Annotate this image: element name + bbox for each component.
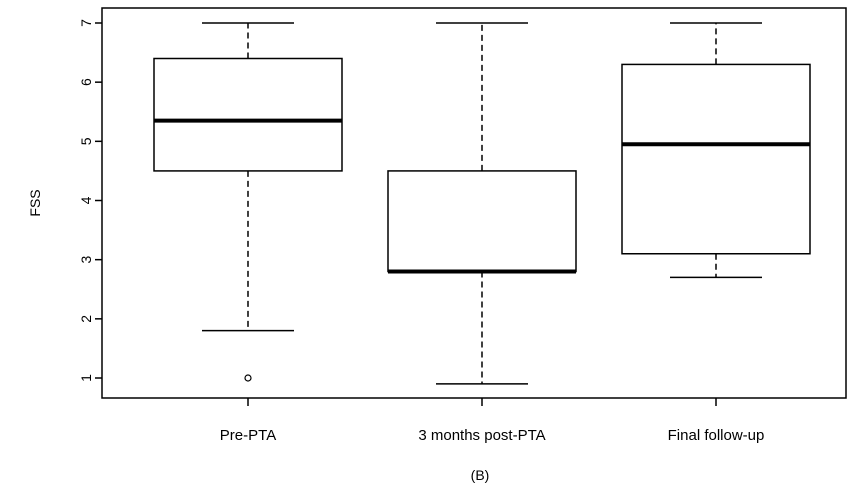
boxes [153,22,811,385]
outlier-point [244,374,252,382]
y-axis-label: FSS [27,189,43,216]
y-tick-label: 5 [78,137,94,145]
x-tick-label: Final follow-up [668,427,765,444]
y-tick-label: 3 [78,256,94,264]
box-3 [621,22,811,279]
y-tick-label: 4 [78,196,94,204]
box-2 [387,22,577,385]
x-axis: Pre-PTA 3 months post-PTA Final follow-up [220,398,765,444]
plot-frame [101,7,847,399]
interquartile-box [387,170,577,273]
x-tick-label: Pre-PTA [220,427,276,444]
y-tick-label: 1 [78,374,94,382]
x-axis-caption: (B) [471,467,490,483]
y-axis: 1 2 3 4 5 6 7 [78,19,102,382]
interquartile-box [153,57,343,172]
x-tick-label: 3 months post-PTA [418,427,545,444]
y-tick-label: 2 [78,315,94,323]
interquartile-box [621,63,811,255]
y-tick-label: 7 [78,19,94,27]
box-1 [153,22,343,382]
y-tick-label: 6 [78,78,94,86]
